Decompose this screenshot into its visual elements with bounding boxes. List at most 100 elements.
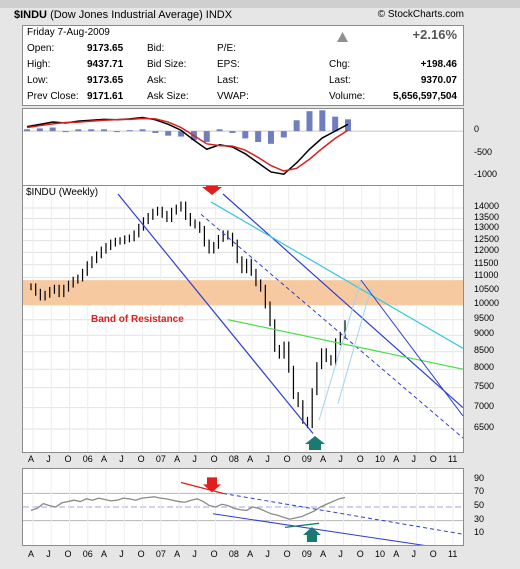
macd-hist-bar [24,129,30,132]
price-x-tick: 07 [155,454,166,464]
brand-text: © StockCharts.com [377,9,464,20]
macd-hist-bar [255,131,262,143]
price-y-tick: 14000 [474,201,500,212]
high-label: High: [27,59,51,70]
macd-hist-bar [332,116,339,132]
macd-hist-bar [229,131,236,133]
high-value: 9437.71 [87,59,124,70]
rsi-x-tick: A [28,549,35,559]
macd-y-tick: 0 [474,124,480,135]
rsi-down-line [212,513,425,545]
rsi-red-divergence [180,481,224,495]
macd-panel [22,108,464,186]
rsi-x-tick: J [46,549,51,559]
macd-hist-bar [152,131,159,133]
price-y-tick: 12500 [474,233,500,244]
eps-label: EPS: [217,59,240,70]
price-x-tick: J [46,454,51,464]
price-x-tick: J [192,454,197,464]
rsi-x-tick: 11 [448,549,458,559]
macd-hist-bar [36,128,43,132]
macd-y-tick: -500 [474,146,493,157]
price-x-tick: A [101,454,108,464]
bid-size-label: Bid Size: [147,59,187,70]
quote-date: Friday 7-Aug-2009 [27,27,110,38]
change-percent: +2.16% [412,27,457,42]
bid-label: Bid: [147,43,165,54]
price-y-tick: 11000 [474,270,499,281]
rsi-x-tick: J [338,549,343,559]
price-panel-title: $INDU (Weekly) [26,187,99,198]
macd-series-line [26,116,349,176]
rsi-line [30,496,346,520]
rsi-x-tick: O [137,549,145,559]
price-x-tick: A [393,454,400,464]
last-label: Last: [329,75,351,86]
rsi-x-tick: J [192,549,197,559]
macd-hist-bar [216,129,223,132]
prev-close-value: 9171.61 [87,91,124,102]
price-y-tick: 8500 [474,344,495,355]
green-support-line [227,319,463,370]
macd-hist-bar [101,129,108,132]
price-y-tick: 7500 [474,380,495,391]
chart-title: $INDU (Dow Jones Industrial Average) IND… [14,9,232,21]
volume-label: Volume: [329,91,366,102]
price-x-tick: O [429,454,437,464]
macd-hist-bar [126,130,133,132]
price-y-tick: 10000 [474,297,500,308]
rsi-x-tick: O [64,549,72,559]
price-x-tick: O [356,454,364,464]
price-x-tick: 08 [228,454,239,464]
rsi-x-tick: O [283,549,291,559]
rsi-y-tick: 10 [474,527,485,538]
price-y-tick: 13000 [474,222,500,233]
top-arrow-icon [202,186,222,195]
price-x-tick: 10 [374,454,385,464]
rsi-x-tick: J [119,549,124,559]
macd-y-tick: -1000 [474,169,498,180]
rsi-x-tick: J [265,549,270,559]
rsi-top-arrow-icon [203,477,221,493]
ask-label: Ask: [147,75,167,86]
rsi-x-tick: A [101,549,108,559]
up-arrow-icon [337,32,348,42]
rsi-x-tick: O [210,549,218,559]
channel-upper-line [222,193,463,409]
projection-line-a [318,279,362,421]
price-x-tick: A [174,454,181,464]
price-y-tick: 9000 [474,328,495,339]
price-y-tick: 9500 [474,312,495,323]
rsi-panel [22,468,464,546]
rsi-x-tick: 08 [228,549,239,559]
low-value: 9173.65 [87,75,124,86]
rsi-x-tick: O [356,549,364,559]
projection-line-b [337,288,372,404]
pe-label: P/E: [217,43,236,54]
price-x-tick: J [338,454,343,464]
projection-down-line [360,279,463,417]
vwap-label: VWAP: [217,91,249,102]
price-y-tick: 7000 [474,400,495,411]
rsi-y-tick: 70 [474,486,485,497]
price-y-tick: 10500 [474,283,500,294]
ask-size-label: Ask Size: [147,91,189,102]
rsi-x-tick: A [320,549,327,559]
price-x-tick: O [210,454,218,464]
price-x-tick: 11 [448,454,458,464]
macd-series-line [26,117,349,172]
macd-hist-bar [75,129,82,132]
quote-panel: Friday 7-Aug-2009 +2.16% Open: 9173.65 H… [22,25,464,106]
macd-hist-bar [139,129,146,132]
rsi-x-tick: A [247,549,254,559]
price-x-tick: 09 [301,454,312,464]
rsi-x-tick: A [393,549,400,559]
price-x-tick: O [64,454,72,464]
chg-value: +198.46 [420,59,457,70]
price-y-tick: 11500 [474,257,499,268]
price-x-tick: A [320,454,327,464]
price-x-tick: O [137,454,145,464]
price-x-tick: A [247,454,254,464]
price-x-tick: J [411,454,416,464]
macd-hist-bar [62,131,69,133]
